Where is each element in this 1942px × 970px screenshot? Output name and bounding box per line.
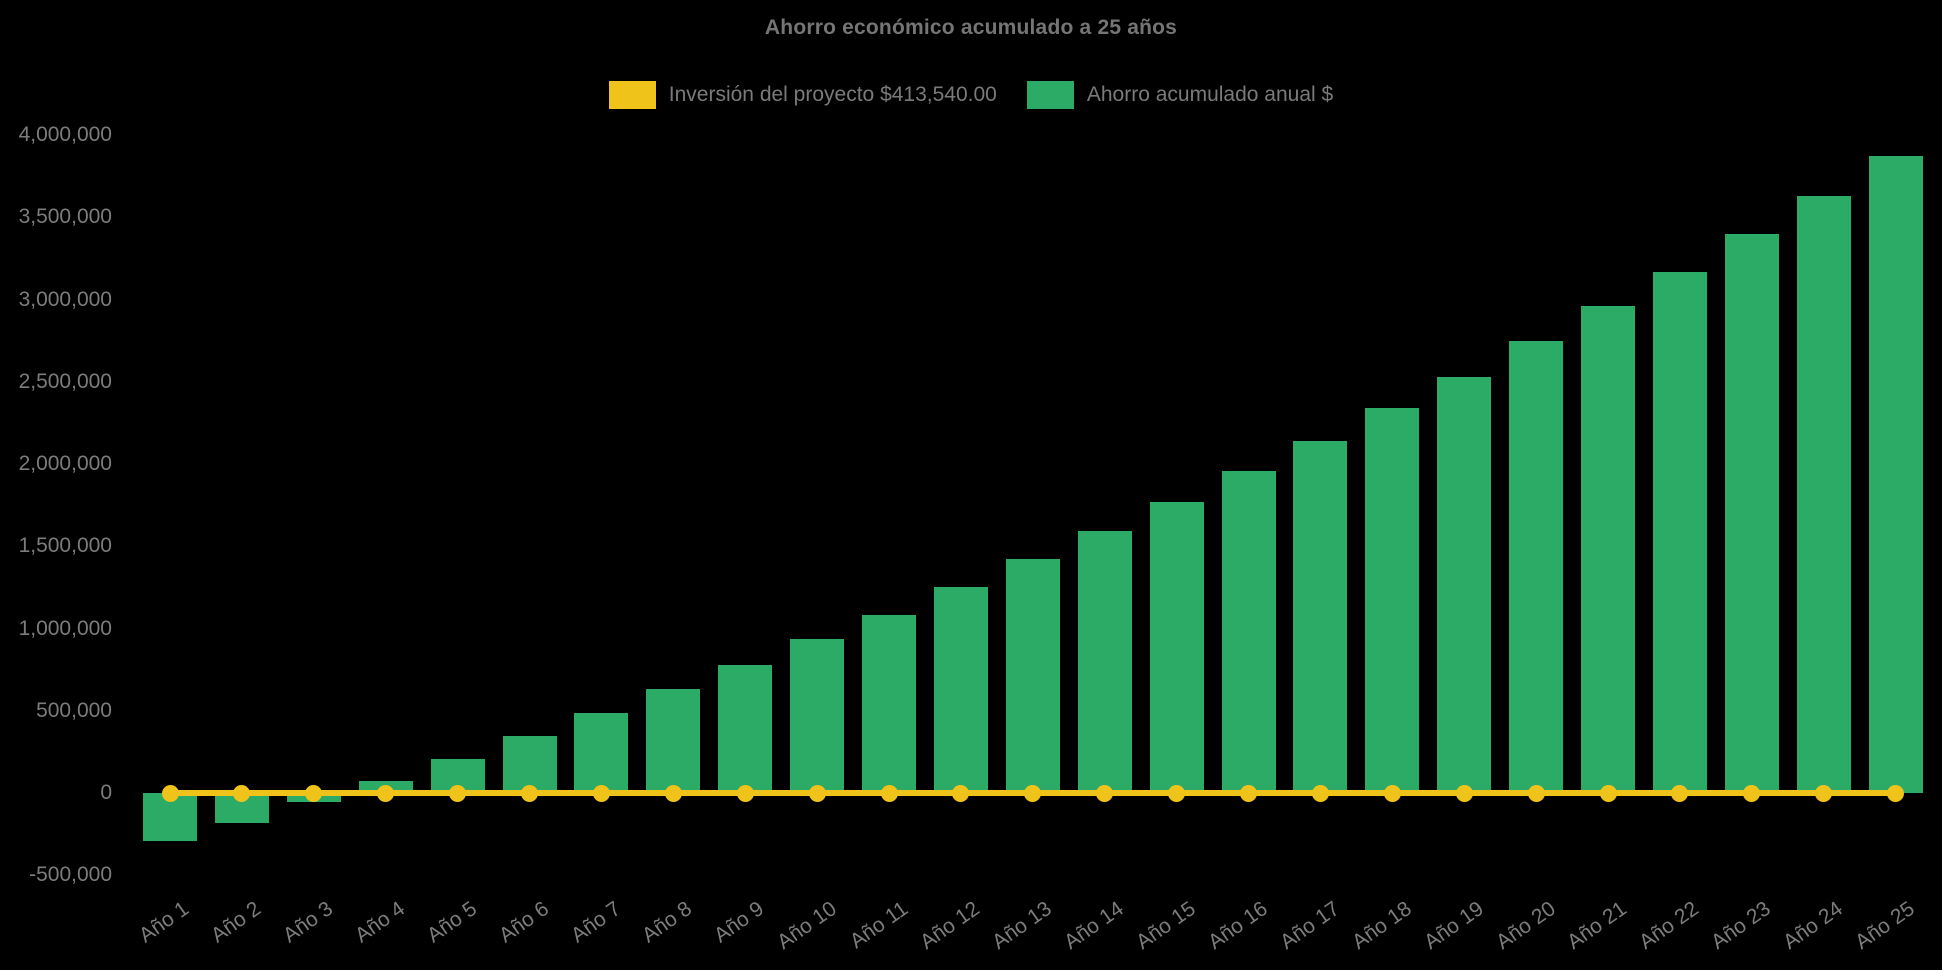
investment-line-marker xyxy=(1240,784,1257,802)
legend-swatch xyxy=(608,81,656,109)
investment-line-marker xyxy=(952,784,970,802)
investment-line-marker xyxy=(1168,784,1186,802)
x-axis-label-año-14: Año 14 xyxy=(1060,897,1128,955)
legend-label: Ahorro acumulado anual $ xyxy=(1086,83,1334,106)
x-axis-label-año-4: Año 4 xyxy=(350,897,409,948)
y-axis-tick-label: 1,000,000 xyxy=(18,616,112,640)
bar-año-6 xyxy=(502,736,557,793)
bar-año-24 xyxy=(1796,195,1851,793)
y-axis-tick-label: 3,000,000 xyxy=(18,287,112,311)
bar-año-14 xyxy=(1077,531,1132,793)
bar-año-18 xyxy=(1365,408,1420,793)
x-axis-label-año-10: Año 10 xyxy=(772,897,841,955)
bar-año-21 xyxy=(1581,306,1635,793)
x-axis-label-año-1: Año 1 xyxy=(135,897,194,948)
investment-line-marker xyxy=(521,784,538,802)
investment-line-marker xyxy=(1024,784,1042,802)
legend: Inversión del proyecto $413,540.00 Ahorro… xyxy=(0,81,1942,109)
x-axis-label-año-9: Año 9 xyxy=(710,897,769,948)
y-axis-tick-label: 3,500,000 xyxy=(18,205,112,229)
x-axis-label-año-3: Año 3 xyxy=(278,897,338,948)
y-axis-tick-label: 1,500,000 xyxy=(18,534,112,558)
x-axis-label-año-7: Año 7 xyxy=(566,897,625,948)
investment-line-marker xyxy=(664,784,682,802)
x-axis-label-año-23: Año 23 xyxy=(1707,897,1776,955)
y-axis-tick-label: -500,000 xyxy=(29,863,112,887)
x-axis-label-año-2: Año 2 xyxy=(206,897,266,948)
bar-año-17 xyxy=(1293,440,1348,793)
x-axis-label-año-17: Año 17 xyxy=(1275,897,1344,955)
investment-line-marker xyxy=(305,784,323,802)
investment-line-marker xyxy=(1887,784,1905,802)
bar-año-22 xyxy=(1652,271,1707,793)
chart-title: Ahorro económico acumulado a 25 años xyxy=(764,16,1178,39)
x-axis-label-año-20: Año 20 xyxy=(1491,897,1560,955)
x-axis-label-año-19: Año 19 xyxy=(1419,897,1488,955)
legend-label: Inversión del proyecto $413,540.00 xyxy=(668,83,997,106)
bar-año-11 xyxy=(862,614,916,793)
bar-año-12 xyxy=(933,587,988,793)
legend-item: Inversión del proyecto $413,540.00 xyxy=(608,81,997,109)
investment-line-marker xyxy=(449,784,467,802)
investment-line-marker xyxy=(1383,784,1401,802)
x-axis-label-año-5: Año 5 xyxy=(422,897,481,948)
investment-line-marker xyxy=(1311,784,1329,802)
x-axis-label-año-21: Año 21 xyxy=(1563,897,1632,955)
investment-line-marker xyxy=(880,784,898,802)
bar-año-8 xyxy=(646,689,701,793)
legend-item: Ahorro acumulado anual $ xyxy=(1026,81,1334,109)
y-axis-tick-label: 2,000,000 xyxy=(18,452,112,475)
x-axis-label-año-16: Año 16 xyxy=(1203,897,1272,955)
x-axis-label-año-12: Año 12 xyxy=(916,897,985,955)
investment-line-marker xyxy=(592,784,610,802)
legend-swatch xyxy=(1026,81,1074,109)
x-axis-label-año-18: Año 18 xyxy=(1347,897,1416,955)
bar-año-13 xyxy=(1005,559,1060,793)
y-axis-tick-label: 500,000 xyxy=(36,698,112,722)
investment-line-marker xyxy=(377,784,395,802)
x-axis-label-año-13: Año 13 xyxy=(988,897,1057,955)
investment-line-marker xyxy=(736,784,754,802)
x-axis-label-año-24: Año 24 xyxy=(1779,897,1847,955)
bar-año-23 xyxy=(1724,233,1779,793)
bar-año-9 xyxy=(718,664,773,793)
bar-año-25 xyxy=(1868,156,1923,793)
bar-año-10 xyxy=(790,639,845,793)
investment-line-marker xyxy=(1455,784,1473,802)
investment-line-marker xyxy=(808,784,826,802)
x-axis-label-año-25: Año 25 xyxy=(1851,897,1919,955)
y-axis-tick-label: 4,000,000 xyxy=(18,123,112,146)
bar-año-20 xyxy=(1509,340,1564,793)
investment-line-marker xyxy=(1815,784,1833,802)
investment-line-marker xyxy=(1527,784,1545,802)
y-axis-tick-label: 0 xyxy=(100,781,112,804)
x-axis-label-año-8: Año 8 xyxy=(638,897,697,948)
x-axis-label-año-15: Año 15 xyxy=(1132,897,1200,955)
investment-line-marker xyxy=(1096,784,1114,802)
investment-line-marker xyxy=(1743,784,1761,802)
investment-line-marker xyxy=(161,784,179,802)
investment-line-marker xyxy=(1599,784,1617,802)
investment-line-marker xyxy=(233,784,251,802)
x-axis-label-año-11: Año 11 xyxy=(845,897,913,954)
y-axis-tick-label: 2,500,000 xyxy=(18,369,112,393)
x-axis-label-año-22: Año 22 xyxy=(1635,897,1704,955)
investment-line-marker xyxy=(1671,784,1689,802)
bar-año-7 xyxy=(574,713,629,793)
bar-año-15 xyxy=(1149,501,1204,793)
bar-año-19 xyxy=(1437,376,1492,793)
x-axis-label-año-6: Año 6 xyxy=(494,897,553,948)
bar-año-16 xyxy=(1221,470,1276,793)
